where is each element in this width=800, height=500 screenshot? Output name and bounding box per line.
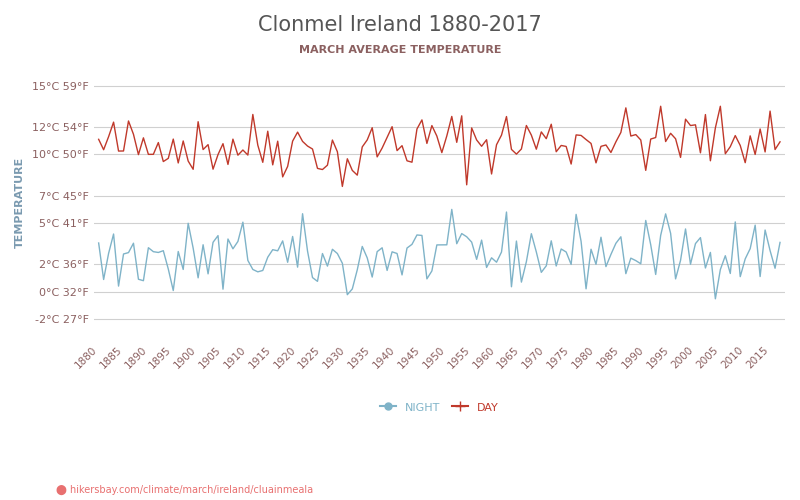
Legend: NIGHT, DAY: NIGHT, DAY: [375, 398, 503, 417]
Text: Clonmel Ireland 1880-2017: Clonmel Ireland 1880-2017: [258, 15, 542, 35]
Text: MARCH AVERAGE TEMPERATURE: MARCH AVERAGE TEMPERATURE: [298, 45, 502, 55]
Y-axis label: TEMPERATURE: TEMPERATURE: [15, 157, 25, 248]
Text: ⬤ hikersbay.com/climate/march/ireland/cluainmeala: ⬤ hikersbay.com/climate/march/ireland/cl…: [56, 485, 313, 495]
